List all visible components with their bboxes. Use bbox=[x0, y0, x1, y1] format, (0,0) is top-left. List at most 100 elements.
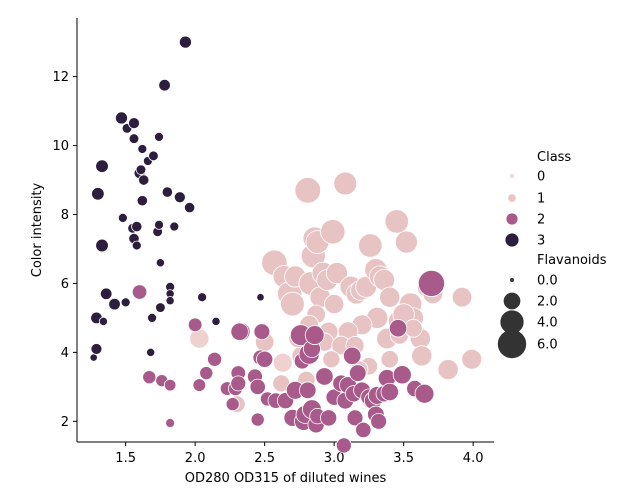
data-point-class-3 bbox=[90, 343, 103, 355]
legend-marker-class bbox=[504, 232, 520, 248]
data-point-class-3 bbox=[148, 150, 159, 162]
data-point-class-2 bbox=[320, 409, 338, 427]
data-point-class-3 bbox=[115, 111, 128, 125]
legend-marker-size bbox=[510, 278, 514, 282]
data-point-class-2 bbox=[335, 437, 352, 454]
legend-label-size: 2.0 bbox=[537, 295, 558, 310]
data-point-class-2 bbox=[249, 378, 266, 395]
data-point-class-3 bbox=[131, 220, 143, 233]
y-tick-label: 4 bbox=[61, 346, 69, 361]
legend-marker-class bbox=[507, 193, 517, 203]
data-point-class-2 bbox=[187, 317, 203, 333]
y-axis-label: Color intensity bbox=[30, 182, 45, 277]
data-point-class-3 bbox=[138, 174, 150, 186]
data-point-class-2 bbox=[131, 284, 148, 300]
data-point-class-2 bbox=[380, 382, 399, 402]
data-point-class-1 bbox=[379, 286, 401, 308]
legend-label-class: 2 bbox=[537, 213, 545, 228]
x-tick-label: 3.5 bbox=[393, 451, 414, 466]
data-point-class-3 bbox=[158, 79, 171, 92]
data-point-class-3 bbox=[256, 293, 265, 302]
x-tick-label: 1.5 bbox=[115, 451, 136, 466]
x-tick-label: 4.0 bbox=[463, 451, 484, 466]
data-point-class-3 bbox=[89, 353, 98, 362]
data-point-class-2 bbox=[304, 325, 325, 346]
data-point-class-3 bbox=[95, 238, 109, 253]
data-point-class-1 bbox=[394, 230, 418, 254]
data-point-class-3 bbox=[154, 131, 164, 142]
legend-marker-size bbox=[497, 329, 527, 359]
legend-marker-class bbox=[505, 212, 519, 226]
data-point-class-1 bbox=[437, 359, 459, 381]
data-point-class-3 bbox=[95, 159, 109, 173]
data-point-class-2 bbox=[355, 421, 372, 439]
data-point-class-2 bbox=[315, 367, 334, 386]
legend-title-flavanoids: Flavanoids bbox=[537, 253, 607, 268]
data-point-class-2 bbox=[388, 319, 408, 338]
data-point-class-3 bbox=[154, 219, 164, 230]
x-axis-label: OD280 OD315 of diluted wines bbox=[185, 471, 387, 486]
data-point-class-3 bbox=[147, 312, 157, 323]
data-point-class-2 bbox=[207, 351, 223, 367]
data-point-class-1 bbox=[325, 262, 348, 285]
legend-marker-size bbox=[500, 310, 524, 334]
data-point-class-2 bbox=[165, 418, 176, 428]
data-point-class-2 bbox=[370, 412, 387, 430]
data-point-class-3 bbox=[165, 296, 175, 306]
axes: 1.5 2.0 2.5 3.0 3.5 4.0 2 4 6 8 10 12 OD280 OD315 of… bbox=[30, 18, 494, 486]
data-point-class-1 bbox=[322, 350, 341, 369]
data-point-class-2 bbox=[225, 397, 240, 412]
legend-marker-class bbox=[509, 173, 515, 179]
data-point-class-2 bbox=[250, 412, 265, 427]
legend-label-class: 1 bbox=[537, 192, 545, 207]
data-point-class-3 bbox=[197, 292, 208, 303]
x-tick-label: 2.0 bbox=[185, 451, 206, 466]
data-point-class-2 bbox=[298, 381, 317, 400]
data-point-class-3 bbox=[128, 117, 140, 130]
data-point-class-1 bbox=[358, 233, 383, 258]
data-point-class-1 bbox=[451, 286, 473, 308]
data-point-class-3 bbox=[155, 258, 165, 268]
legend: Class 0 1 2 3 Flavanoids 0.0 2.0 4.0 6.0 bbox=[497, 150, 607, 359]
data-point-class-0 bbox=[272, 352, 293, 373]
data-point-class-2 bbox=[230, 322, 249, 341]
data-point-class-2 bbox=[414, 383, 435, 404]
data-point-class-1 bbox=[411, 345, 433, 367]
data-point-class-1 bbox=[280, 291, 305, 317]
x-tick-label: 3.0 bbox=[324, 451, 345, 466]
y-tick-label: 2 bbox=[61, 415, 69, 430]
data-point-class-3 bbox=[131, 240, 142, 251]
x-tick-label: 2.5 bbox=[254, 451, 275, 466]
y-tick-label: 10 bbox=[52, 139, 69, 154]
data-point-class-2 bbox=[199, 366, 214, 381]
data-point-class-2 bbox=[349, 364, 367, 382]
data-point-class-2 bbox=[192, 378, 207, 392]
data-point-class-1 bbox=[384, 209, 409, 234]
data-point-class-0 bbox=[189, 328, 210, 349]
legend-label-size: 0.0 bbox=[537, 274, 558, 289]
data-point-class-1 bbox=[320, 219, 346, 245]
data-point-class-1 bbox=[294, 177, 322, 204]
data-point-class-3 bbox=[161, 186, 173, 198]
legend-label-class: 3 bbox=[537, 234, 545, 249]
data-point-class-3 bbox=[135, 164, 147, 175]
y-tick-label: 12 bbox=[52, 70, 69, 85]
y-tick-label: 6 bbox=[61, 277, 69, 292]
data-point-class-2 bbox=[230, 375, 247, 392]
data-point-class-2 bbox=[253, 323, 271, 341]
data-point-class-3 bbox=[108, 297, 121, 311]
data-point-class-3 bbox=[117, 213, 128, 223]
data-point-class-3 bbox=[98, 316, 108, 326]
data-point-class-3 bbox=[169, 221, 180, 232]
data-point-class-2 bbox=[163, 378, 177, 392]
data-point-class-2 bbox=[343, 346, 362, 365]
legend-label-size: 6.0 bbox=[537, 338, 558, 353]
y-tick-label: 8 bbox=[61, 208, 69, 223]
data-point-class-3 bbox=[183, 201, 196, 214]
data-point-class-3 bbox=[155, 302, 166, 313]
data-point-class-3 bbox=[137, 144, 148, 154]
data-point-class-3 bbox=[91, 187, 105, 201]
legend-marker-size bbox=[503, 292, 521, 310]
legend-title-class: Class bbox=[537, 150, 571, 165]
